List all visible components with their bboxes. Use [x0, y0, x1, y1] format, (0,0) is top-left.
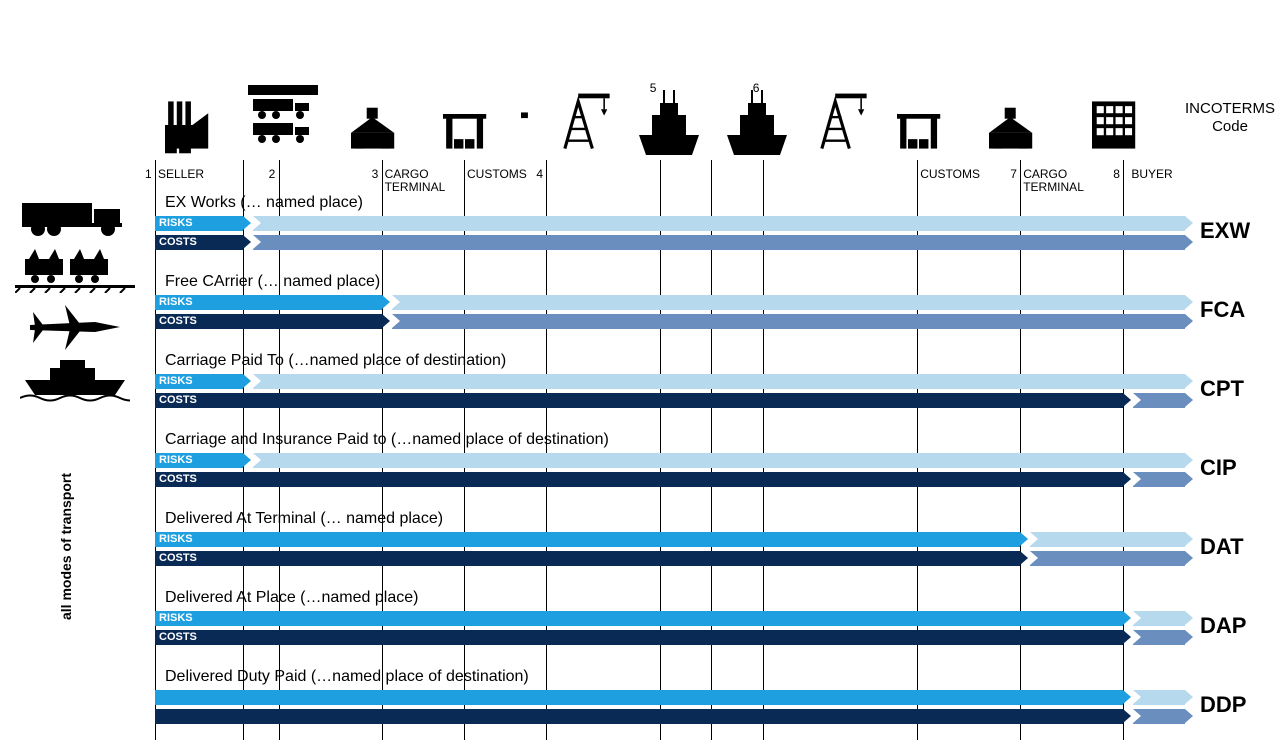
- side-caption: all modes of transport: [58, 473, 74, 620]
- term-row-dap: Delivered At Place (…named place) RISKS CO…: [155, 589, 1185, 651]
- building-icon: [1092, 85, 1147, 165]
- term-row-cip: Carriage and Insurance Paid to (…named p…: [155, 431, 1185, 493]
- risks-seller-bar: RISKS: [155, 216, 243, 231]
- stop-number-cargo1: 3: [372, 168, 379, 181]
- trucks-icon: [248, 85, 318, 165]
- costs-seller-bar: COSTS: [155, 314, 382, 329]
- stop-label-seller: SELLER: [158, 168, 204, 181]
- header-title-line2: Code: [1212, 118, 1248, 135]
- stop-label-customs2: CUSTOMS: [920, 168, 980, 181]
- costs-seller-bar: [155, 709, 1123, 724]
- ship-icon: [722, 85, 792, 165]
- costs-seller-bar: COSTS: [155, 393, 1123, 408]
- stop-number-p2: 2: [269, 168, 276, 181]
- costs-buyer-bar: [392, 314, 1185, 329]
- costs-seller-bar: COSTS: [155, 472, 1123, 487]
- risks-buyer-bar: [392, 295, 1185, 310]
- term-code: CPT: [1200, 376, 1260, 402]
- risks-seller-bar: RISKS: [155, 532, 1020, 547]
- stop-number-cargo2: 7: [1010, 168, 1017, 181]
- crane-icon: [557, 85, 612, 165]
- stop-label-customs1: CUSTOMS: [467, 168, 527, 181]
- risks-buyer-bar: [253, 374, 1185, 389]
- crane-icon: [814, 85, 869, 165]
- plane-icon: [25, 300, 125, 355]
- risks-buyer-bar: [1133, 611, 1185, 626]
- location-icon-strip: [155, 75, 1185, 165]
- stop-number-ship1: 5: [650, 82, 657, 95]
- boat-icon: [20, 360, 130, 405]
- risks-buyer-bar: [1133, 690, 1185, 705]
- risks-seller-bar: RISKS: [155, 374, 243, 389]
- costs-seller-bar: COSTS: [155, 551, 1020, 566]
- train-icon: [15, 245, 135, 293]
- term-row-ddp: Delivered Duty Paid (…named place of des…: [155, 668, 1185, 730]
- term-code: CIP: [1200, 455, 1260, 481]
- term-title: Free CArrier (… named place): [165, 273, 380, 291]
- warehouse-icon: [443, 85, 498, 165]
- risks-seller-bar: RISKS: [155, 453, 243, 468]
- header-title: INCOTERMS Code: [1185, 100, 1275, 136]
- box-icon: [521, 85, 543, 165]
- term-title: Carriage Paid To (…named place of destin…: [165, 352, 506, 370]
- terminal-icon: [989, 85, 1044, 165]
- costs-buyer-bar: [1133, 472, 1185, 487]
- costs-buyer-bar: [1133, 709, 1185, 724]
- term-row-exw: EX Works (… named place)RISKSCOSTSEXW: [155, 194, 1185, 256]
- stop-number-seller: 1: [145, 168, 152, 181]
- risks-buyer-bar: [253, 216, 1185, 231]
- terminal-icon: [351, 85, 406, 165]
- stop-label-buyer: BUYER: [1131, 168, 1172, 181]
- costs-buyer-bar: [1133, 630, 1185, 645]
- costs-seller-bar: COSTS: [155, 630, 1123, 645]
- ship-icon: [634, 85, 704, 165]
- term-code: DAT: [1200, 534, 1260, 560]
- term-code: FCA: [1200, 297, 1260, 323]
- term-row-dat: Delivered At Terminal (… named place) RIS…: [155, 510, 1185, 572]
- warehouse-icon: [897, 85, 952, 165]
- risks-seller-bar: [155, 690, 1123, 705]
- term-title: Delivered At Place (…named place): [165, 589, 418, 607]
- factory-icon: [165, 85, 220, 165]
- term-code: DAP: [1200, 613, 1260, 639]
- costs-buyer-bar: [253, 235, 1185, 250]
- term-code: EXW: [1200, 218, 1260, 244]
- risks-seller-bar: RISKS: [155, 295, 382, 310]
- truck-icon: [20, 195, 130, 240]
- term-row-cpt: Carriage Paid To (…named place of destin…: [155, 352, 1185, 414]
- term-row-fca: Free CArrier (… named place)RISKSCOSTSFC…: [155, 273, 1185, 335]
- risks-buyer-bar: [253, 453, 1185, 468]
- costs-buyer-bar: [1133, 393, 1185, 408]
- costs-seller-bar: COSTS: [155, 235, 243, 250]
- stop-label-cargo2: CARGO TERMINAL: [1023, 168, 1084, 194]
- term-title: EX Works (… named place): [165, 194, 363, 212]
- risks-buyer-bar: [1030, 532, 1185, 547]
- stop-number-p4: 4: [536, 168, 543, 181]
- term-title: Carriage and Insurance Paid to (…named p…: [165, 431, 609, 449]
- term-title: Delivered At Terminal (… named place): [165, 510, 443, 528]
- incoterms-diagram: INCOTERMS Code all modes of transport SE…: [0, 0, 1280, 746]
- stop-number-ship2: 6: [753, 82, 760, 95]
- term-code: DDP: [1200, 692, 1260, 718]
- stop-label-cargo1: CARGO TERMINAL: [385, 168, 446, 194]
- risks-seller-bar: RISKS: [155, 611, 1123, 626]
- costs-buyer-bar: [1030, 551, 1185, 566]
- stop-number-p8: 8: [1113, 168, 1120, 181]
- header-title-line1: INCOTERMS: [1185, 100, 1275, 117]
- term-title: Delivered Duty Paid (…named place of des…: [165, 668, 529, 686]
